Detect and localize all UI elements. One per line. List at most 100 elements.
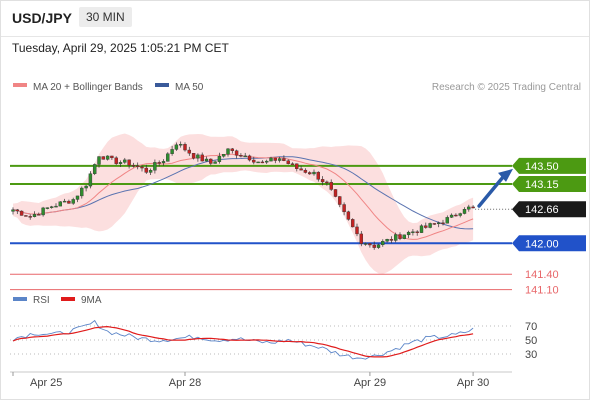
candle-body bbox=[398, 234, 402, 239]
level-label-141.40: 141.40 bbox=[525, 269, 559, 281]
candle-body bbox=[424, 225, 428, 228]
candle-body bbox=[333, 189, 338, 197]
candle bbox=[424, 222, 428, 229]
level-label-143.15: 143.15 bbox=[525, 179, 559, 191]
candle-body bbox=[394, 234, 398, 241]
candle bbox=[123, 157, 127, 164]
candle bbox=[75, 195, 80, 203]
candle-body bbox=[402, 234, 406, 239]
price-chart: MA 20 + Bollinger Bands MA 50 Research ©… bbox=[10, 82, 586, 389]
candle-body bbox=[389, 239, 394, 241]
candle bbox=[166, 152, 170, 162]
candle bbox=[45, 207, 50, 210]
candle bbox=[88, 171, 93, 189]
candle bbox=[19, 210, 24, 216]
candle-body bbox=[191, 153, 196, 159]
candle bbox=[187, 146, 192, 156]
candle-body bbox=[239, 155, 243, 157]
candle bbox=[376, 243, 381, 249]
candle bbox=[230, 147, 235, 154]
candle-body bbox=[221, 154, 226, 157]
candle bbox=[174, 142, 179, 151]
candle bbox=[290, 162, 295, 165]
candle bbox=[299, 165, 303, 171]
candle-body bbox=[88, 173, 93, 187]
candle-body bbox=[41, 207, 45, 216]
candle bbox=[217, 152, 222, 164]
candle bbox=[363, 242, 368, 246]
level-label-142.66: 142.66 bbox=[525, 204, 559, 216]
candle-body bbox=[290, 163, 295, 165]
candle bbox=[454, 213, 458, 217]
rsi-ma-legend-label: 9MA bbox=[81, 295, 102, 306]
candle bbox=[269, 156, 273, 162]
research-credit: Research © 2025 Trading Central bbox=[432, 82, 581, 93]
rsi-legend-swatch bbox=[13, 297, 27, 301]
candle bbox=[277, 156, 282, 163]
candle-body bbox=[445, 217, 449, 224]
candle-body bbox=[338, 196, 342, 205]
candle bbox=[342, 202, 346, 216]
rsi-legend-label: RSI bbox=[33, 295, 50, 306]
candle-body bbox=[462, 209, 467, 214]
candle bbox=[402, 234, 406, 240]
candle bbox=[445, 215, 449, 224]
level-tag-142.66 bbox=[512, 201, 586, 218]
candle-body bbox=[415, 231, 419, 233]
candle-body bbox=[105, 155, 110, 160]
level-label-143.50: 143.50 bbox=[525, 161, 559, 173]
candle bbox=[282, 155, 286, 162]
candle bbox=[213, 160, 217, 164]
ma50-legend-label: MA 50 bbox=[175, 82, 204, 93]
candle-body bbox=[458, 213, 462, 216]
candle bbox=[449, 213, 454, 218]
candle bbox=[161, 159, 166, 166]
candle bbox=[295, 163, 299, 172]
rsi-line bbox=[12, 319, 474, 360]
level-tag-143.50 bbox=[512, 157, 586, 174]
candle bbox=[252, 156, 256, 165]
candle-body bbox=[252, 159, 256, 163]
candle bbox=[131, 162, 136, 168]
level-tag-143.15 bbox=[512, 175, 586, 192]
chart-header: USD/JPY 30 MIN bbox=[0, 0, 590, 37]
candle bbox=[204, 156, 209, 162]
candle-body bbox=[84, 185, 88, 189]
candle-body bbox=[32, 214, 37, 217]
candle bbox=[67, 199, 71, 204]
candle-body bbox=[303, 169, 308, 173]
candle-body bbox=[269, 157, 273, 162]
candle bbox=[389, 236, 394, 244]
candle-body bbox=[140, 166, 144, 169]
candle bbox=[411, 229, 415, 236]
candle-body bbox=[75, 195, 80, 200]
candle bbox=[467, 204, 471, 212]
x-tick-label: Apr 25 bbox=[30, 377, 62, 389]
ma50-line bbox=[12, 156, 474, 230]
candle-body bbox=[226, 148, 230, 155]
candle-body bbox=[441, 222, 445, 225]
candle-body bbox=[286, 160, 290, 164]
candle bbox=[84, 184, 88, 192]
candle-body bbox=[209, 158, 213, 164]
candle bbox=[329, 179, 333, 191]
candle-body bbox=[118, 162, 123, 164]
candle-body bbox=[170, 149, 174, 154]
candle-body bbox=[376, 244, 381, 248]
timeframe-button[interactable]: 30 MIN bbox=[79, 7, 132, 27]
candle-body bbox=[123, 159, 127, 163]
candle-body bbox=[148, 170, 153, 173]
candle bbox=[437, 221, 441, 228]
x-axis: Apr 25 Apr 28 Apr 29 Apr 30 bbox=[12, 372, 489, 389]
candle bbox=[148, 168, 153, 175]
candle-body bbox=[15, 209, 20, 212]
candle-body bbox=[135, 165, 140, 168]
candle bbox=[320, 176, 325, 186]
candle-body bbox=[178, 144, 183, 146]
x-tick-label: Apr 29 bbox=[354, 377, 386, 389]
candle-body bbox=[454, 214, 458, 217]
candle bbox=[260, 160, 265, 164]
candle bbox=[105, 155, 110, 161]
candle bbox=[80, 186, 84, 199]
candle bbox=[286, 159, 290, 165]
